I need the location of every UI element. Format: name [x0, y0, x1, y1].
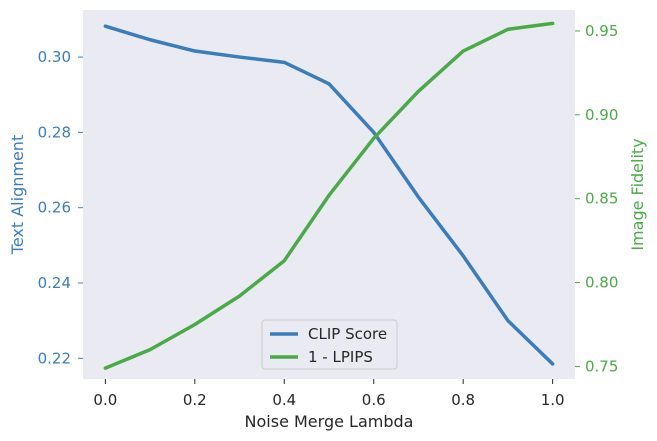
series-line-1 — [103, 24, 555, 366]
right-y-tick-label: 0.85 — [585, 190, 618, 208]
left-y-tick-label: 0.22 — [38, 349, 71, 367]
x-axis-title: Noise Merge Lambda — [245, 412, 414, 431]
legend-label: 1 - LPIPS — [308, 348, 373, 366]
left-y-tick-label: 0.30 — [38, 48, 71, 66]
right-y-axis-title: Image Fidelity — [628, 138, 647, 250]
right-y-tick-label: 0.75 — [585, 357, 618, 375]
x-tick-label: 1.0 — [541, 391, 565, 409]
x-tick-label: 0.4 — [272, 391, 296, 409]
right-y-tick-label: 0.95 — [585, 22, 618, 40]
x-tick-label: 0.0 — [93, 391, 117, 409]
left-y-tick-label: 0.28 — [38, 123, 71, 141]
legend: CLIP Score 1 - LPIPS — [261, 319, 398, 370]
legend-label: CLIP Score — [308, 325, 387, 343]
right-y-tick-label: 0.80 — [585, 274, 618, 292]
series-line-2 — [103, 21, 555, 370]
left-y-axis-title: Text Alignment — [8, 135, 27, 255]
x-tick-label: 0.8 — [451, 391, 475, 409]
x-tick-label: 0.2 — [183, 391, 207, 409]
right-y-tick-label: 0.90 — [585, 106, 618, 124]
left-y-tick-label: 0.26 — [38, 199, 71, 217]
x-tick-label: 0.6 — [362, 391, 386, 409]
left-y-tick-label: 0.24 — [38, 274, 71, 292]
